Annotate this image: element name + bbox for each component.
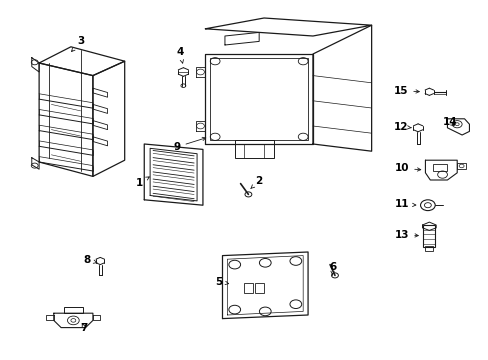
Text: 15: 15: [393, 86, 418, 96]
Bar: [234, 140, 273, 158]
Bar: [432, 164, 447, 171]
Text: 2: 2: [250, 176, 262, 189]
Text: 4: 4: [176, 47, 183, 63]
Text: 11: 11: [394, 199, 415, 210]
Text: 8: 8: [83, 255, 97, 265]
Text: 6: 6: [328, 262, 335, 275]
Text: 14: 14: [442, 117, 456, 127]
Bar: [425, 246, 432, 251]
Bar: [63, 307, 83, 313]
Bar: [210, 58, 307, 140]
Bar: [423, 225, 434, 247]
Bar: [255, 283, 264, 293]
Text: 7: 7: [80, 323, 88, 333]
Text: 12: 12: [393, 122, 410, 132]
Text: 5: 5: [215, 276, 228, 287]
Text: 3: 3: [71, 36, 84, 51]
Text: 9: 9: [173, 137, 205, 152]
Bar: [456, 163, 465, 169]
Bar: [244, 283, 252, 293]
Text: 10: 10: [394, 163, 420, 174]
Text: 1: 1: [136, 177, 149, 188]
Text: 13: 13: [394, 230, 417, 240]
